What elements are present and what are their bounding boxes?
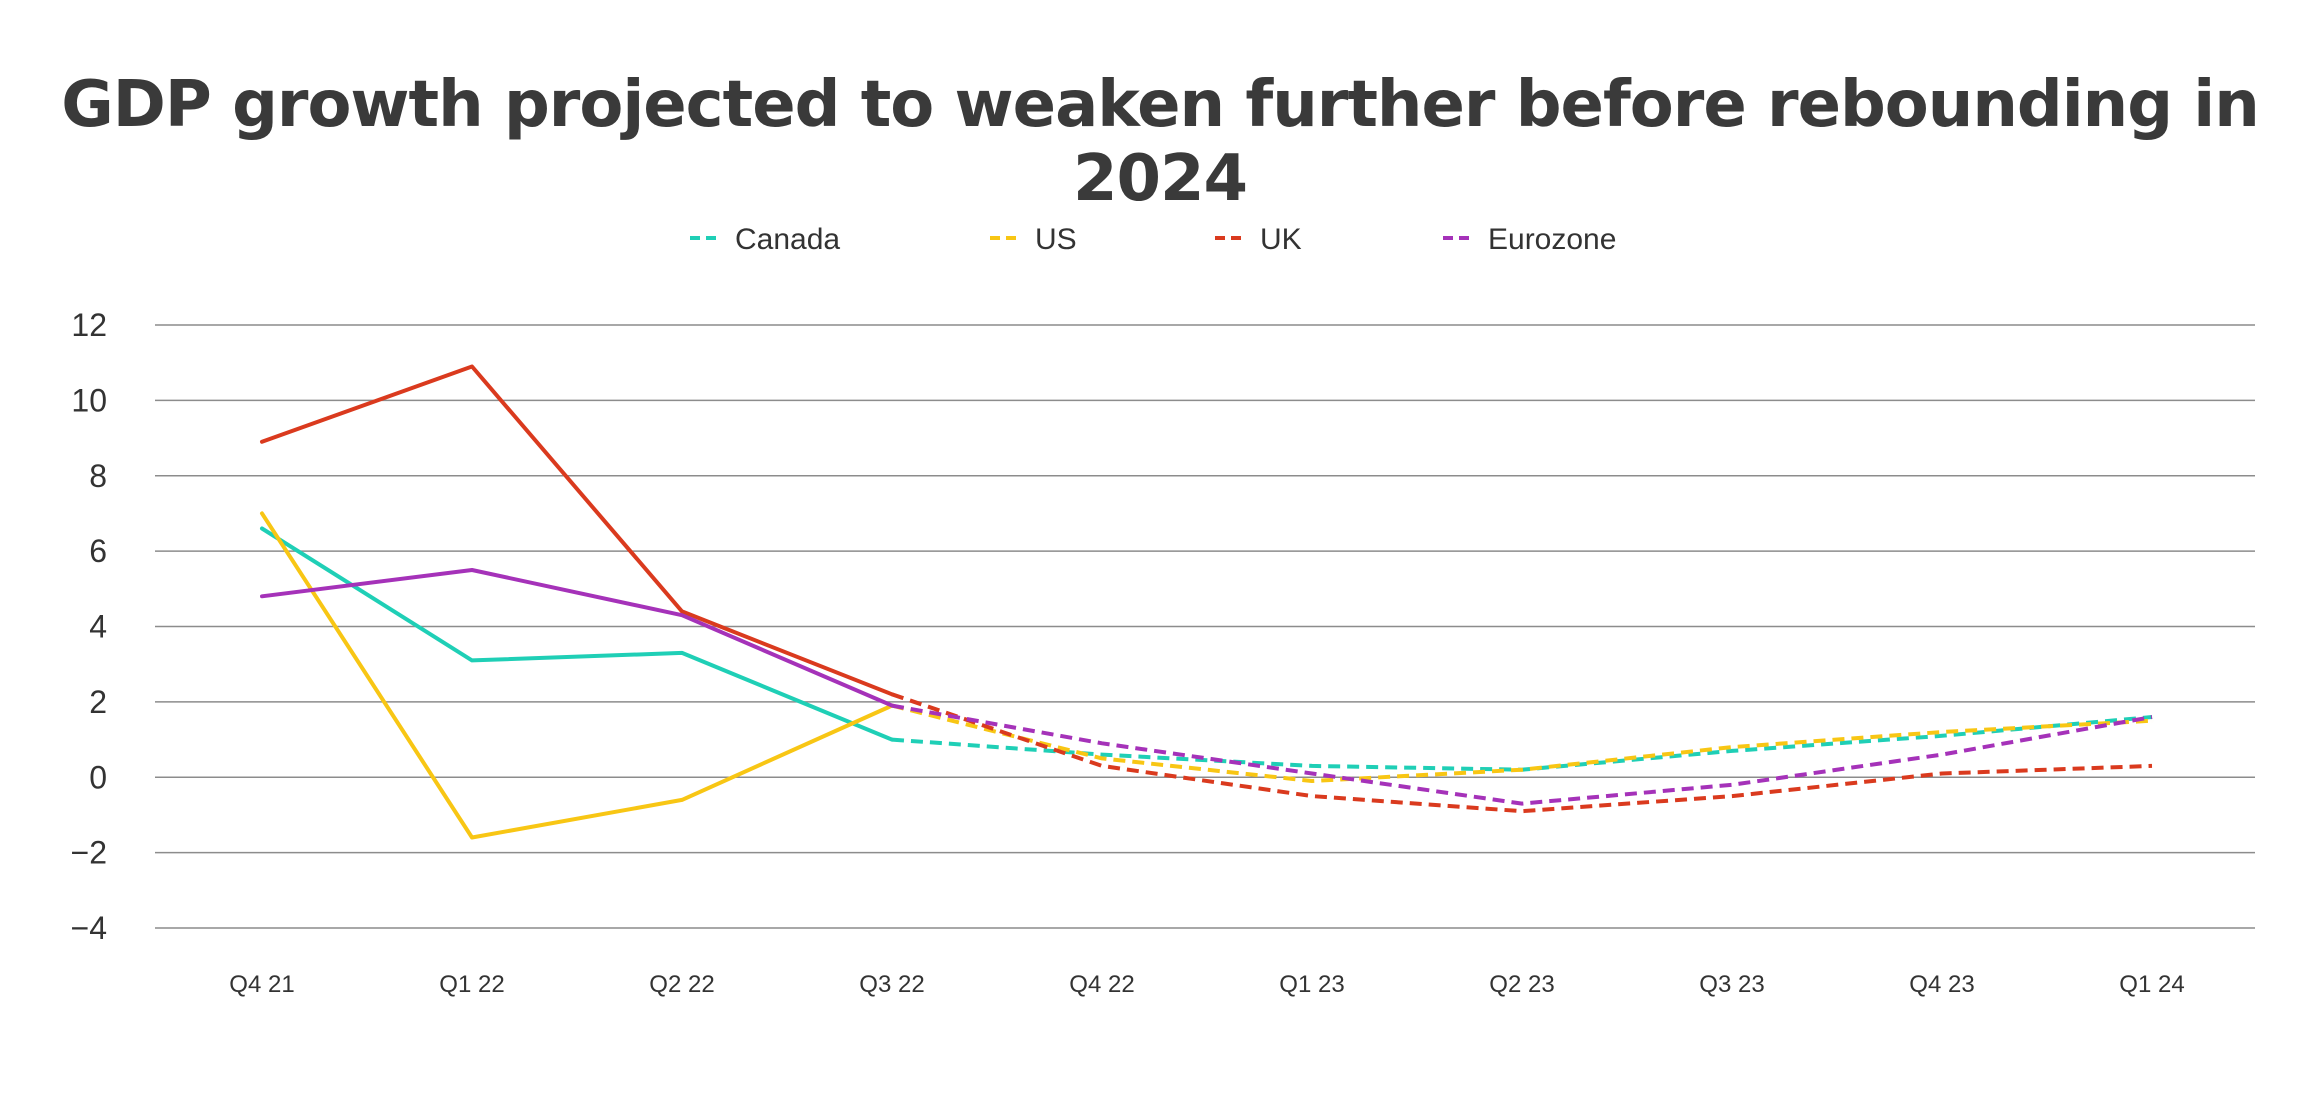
- data-point-eurozone: [890, 704, 894, 708]
- x-tick-label: Q4 22: [1069, 971, 1134, 998]
- x-tick-label: Q3 23: [1699, 971, 1764, 998]
- legend-label: Eurozone: [1488, 223, 1616, 256]
- data-point-us: [470, 836, 474, 840]
- series-line-projected-eurozone: [891, 703, 2153, 806]
- x-tick-label: Q4 21: [229, 971, 294, 998]
- data-point-us: [680, 798, 684, 802]
- legend-item-eurozone: Eurozone: [1443, 223, 1616, 256]
- y-tick-label: 10: [71, 382, 107, 418]
- data-point-us: [1100, 756, 1104, 760]
- legend-item-us: US: [990, 223, 1077, 256]
- legend-item-canada: Canada: [690, 223, 840, 256]
- data-point-eurozone: [1520, 802, 1524, 806]
- data-point-uk: [2150, 764, 2154, 768]
- series-uk: [260, 364, 2154, 814]
- data-point-us: [2150, 719, 2154, 723]
- data-point-us: [1940, 730, 1944, 734]
- series-line-projected-uk: [891, 692, 2153, 814]
- data-point-canada: [260, 527, 264, 531]
- series-line-actual-canada: [260, 526, 894, 742]
- y-tick-label: 8: [89, 458, 107, 494]
- data-point-us: [260, 511, 264, 515]
- data-point-uk: [1940, 771, 1944, 775]
- series-line-actual-eurozone: [260, 568, 894, 708]
- y-tick-label: 6: [89, 533, 107, 569]
- series-us: [260, 511, 2154, 840]
- data-point-uk: [1520, 809, 1524, 813]
- data-point-uk: [1730, 794, 1734, 798]
- data-point-uk: [890, 692, 894, 696]
- data-point-uk: [1310, 794, 1314, 798]
- y-tick-label: −4: [71, 910, 107, 946]
- data-point-uk: [1100, 764, 1104, 768]
- data-point-canada: [890, 738, 894, 742]
- data-point-eurozone: [1100, 741, 1104, 745]
- series-lines: [260, 364, 2154, 840]
- x-axis: Q4 21 Q1 22 Q2 22 Q3 22 Q4 22 Q1 23 Q2 23 Q3 23…: [229, 971, 2184, 998]
- x-tick-label: Q2 23: [1489, 971, 1554, 998]
- series-canada: [260, 526, 2153, 772]
- data-point-canada: [1310, 764, 1314, 768]
- series-line-projected-canada: [891, 715, 2153, 772]
- series-line-actual-us: [260, 511, 894, 840]
- x-tick-label: Q1 23: [1279, 971, 1344, 998]
- data-point-us: [1730, 745, 1734, 749]
- chart-title: GDP growth projected to weaken further b…: [61, 68, 2260, 216]
- y-axis: 12 10 8 6 4 2 0 −2 −4: [71, 307, 107, 946]
- legend-label: US: [1035, 223, 1077, 256]
- data-point-eurozone: [1940, 753, 1944, 757]
- data-point-eurozone: [470, 568, 474, 572]
- data-point-eurozone: [1310, 771, 1314, 775]
- data-point-us: [1520, 768, 1524, 772]
- data-point-uk: [680, 609, 684, 613]
- series-line-actual-uk: [260, 364, 894, 697]
- data-point-eurozone: [1730, 783, 1734, 787]
- legend-label: UK: [1260, 223, 1302, 256]
- y-tick-label: 12: [71, 307, 107, 343]
- legend-item-uk: UK: [1215, 223, 1302, 256]
- x-tick-label: Q4 23: [1909, 971, 1974, 998]
- y-tick-label: 4: [89, 609, 107, 645]
- data-point-uk: [470, 364, 474, 368]
- legend-label: Canada: [735, 223, 840, 256]
- data-point-uk: [260, 440, 264, 444]
- gridlines: [155, 324, 2255, 929]
- y-tick-label: 2: [89, 684, 107, 720]
- data-point-eurozone: [680, 613, 684, 617]
- series-eurozone: [260, 568, 2154, 806]
- x-tick-label: Q1 22: [439, 971, 504, 998]
- data-point-eurozone: [260, 594, 264, 598]
- data-point-eurozone: [2150, 715, 2154, 719]
- legend: Canada US UK Eurozone: [690, 223, 1616, 256]
- data-point-canada: [680, 651, 684, 655]
- data-point-canada: [1730, 749, 1734, 753]
- y-tick-label: 0: [89, 759, 107, 795]
- data-point-us: [1310, 779, 1314, 783]
- y-tick-label: −2: [71, 835, 107, 871]
- x-tick-label: Q1 24: [2119, 971, 2184, 998]
- x-tick-label: Q3 22: [859, 971, 924, 998]
- data-point-canada: [470, 658, 474, 662]
- series-line-projected-us: [891, 703, 2153, 783]
- data-point-canada: [1940, 734, 1944, 738]
- x-tick-label: Q2 22: [649, 971, 714, 998]
